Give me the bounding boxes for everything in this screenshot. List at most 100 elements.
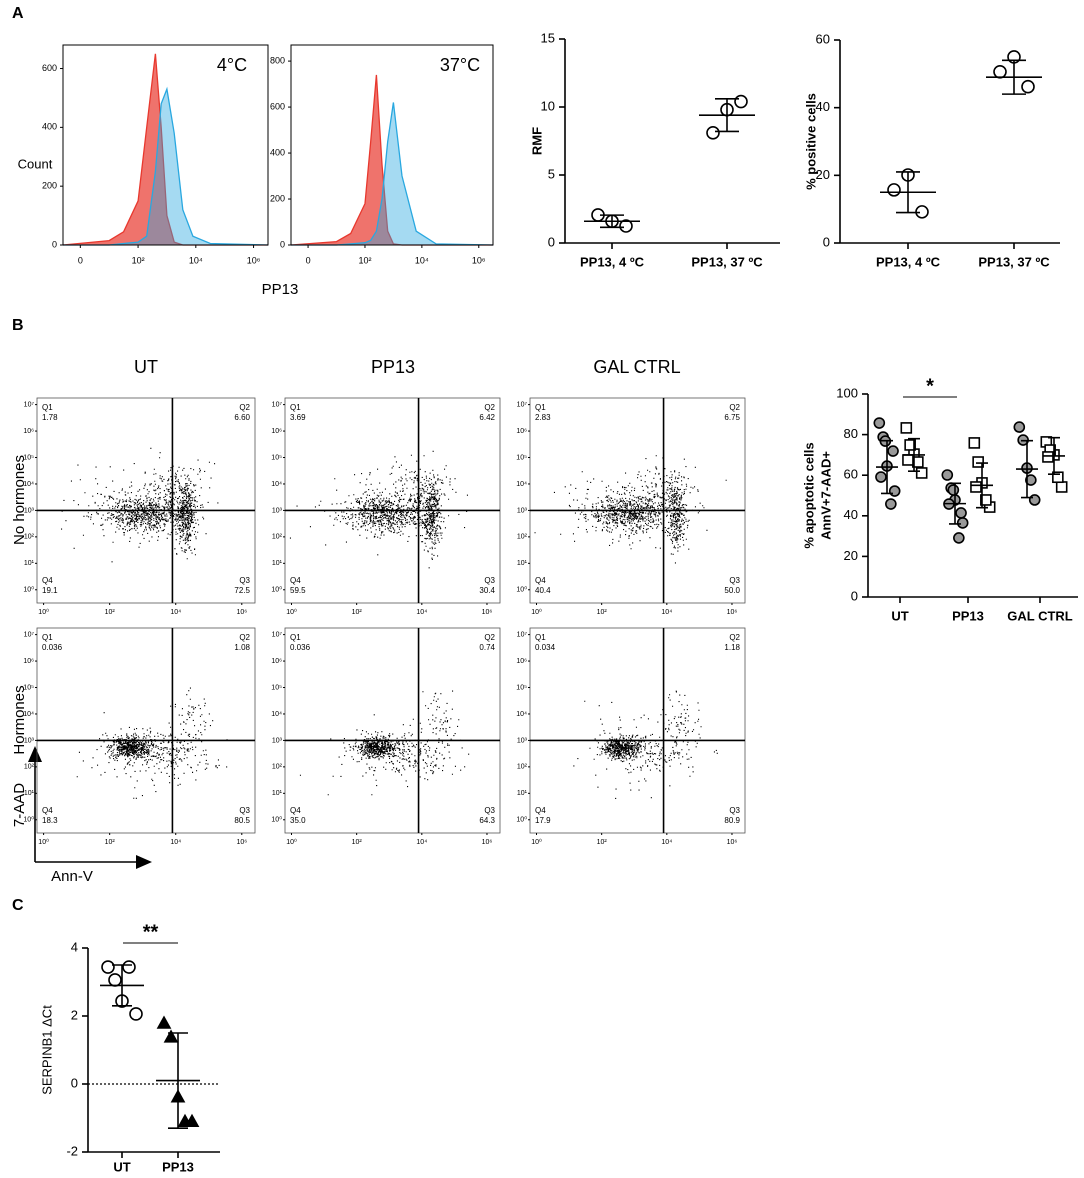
y-tick-label: 10⁰ bbox=[271, 586, 282, 594]
y-tick-label: 10⁴ bbox=[516, 711, 527, 718]
plot-frame bbox=[284, 397, 501, 604]
x-tick-label: 10⁴ bbox=[661, 609, 672, 616]
y-tick-label: 10⁶ bbox=[516, 428, 527, 435]
quadrant-name: Q2 bbox=[239, 633, 250, 642]
y-tick-label: 10² bbox=[24, 764, 35, 771]
histogram-curve bbox=[291, 102, 494, 246]
histogram-title: 37°C bbox=[440, 55, 480, 75]
x-tick-label: 10⁶ bbox=[727, 609, 738, 616]
quadrant-name: Q3 bbox=[239, 576, 250, 585]
y-axis-label: SERPINB1 ΔCt bbox=[39, 1005, 54, 1095]
error-bar bbox=[168, 1032, 188, 1129]
x-tick-label: 10² bbox=[597, 609, 608, 616]
y-tick-label: 10⁴ bbox=[271, 481, 282, 488]
quadrant-value: 18.3 bbox=[42, 816, 58, 825]
y-tick-label: 5 bbox=[548, 166, 555, 181]
histogram-curve bbox=[63, 86, 269, 246]
data-point bbox=[993, 65, 1007, 79]
y-tick-label: 10⁶ bbox=[23, 658, 34, 665]
y-tick-label: 10² bbox=[272, 534, 283, 541]
y-tick-label: 10⁵ bbox=[271, 454, 282, 461]
data-point bbox=[980, 494, 992, 506]
y-tick-label: 10² bbox=[272, 764, 283, 771]
quadrant-name: Q3 bbox=[484, 576, 495, 585]
quadrant-value: 6.75 bbox=[724, 413, 740, 422]
data-point bbox=[972, 456, 984, 468]
y-tick-label: 10⁶ bbox=[271, 658, 282, 665]
x-tick-label: 10⁶ bbox=[482, 609, 493, 616]
quadrant-value: 3.69 bbox=[290, 413, 306, 422]
x-tick-label: PP13, 4 ºC bbox=[876, 254, 941, 269]
event-cloud bbox=[299, 690, 470, 796]
y-tick-label: 10⁶ bbox=[271, 428, 282, 435]
arrow-head bbox=[136, 855, 152, 869]
column-header: GAL CTRL bbox=[593, 357, 680, 377]
x-tick-label: 10⁴ bbox=[416, 839, 427, 846]
y-tick-label: 10⁶ bbox=[516, 658, 527, 665]
y-tick-label: 10⁵ bbox=[271, 684, 282, 691]
y-axis-label: Count bbox=[18, 156, 53, 171]
y-tick-label: 80 bbox=[844, 426, 858, 441]
y-tick-label: 2 bbox=[71, 1007, 78, 1022]
x-tick-label: 10⁶ bbox=[727, 839, 738, 846]
x-tick-label: 0 bbox=[306, 255, 311, 265]
data-point bbox=[902, 454, 914, 466]
y-tick-label: 10² bbox=[517, 764, 528, 771]
data-point bbox=[900, 422, 913, 434]
plot-frame bbox=[529, 397, 746, 604]
y-tick-label: 10³ bbox=[24, 507, 35, 514]
x-tick-label: 10⁰ bbox=[286, 608, 297, 616]
y-tick-label: 10⁰ bbox=[23, 586, 34, 594]
y-tick-label: 200 bbox=[270, 193, 285, 203]
y-tick-label: 10³ bbox=[517, 737, 528, 744]
data-point bbox=[873, 417, 886, 429]
y-tick-label: 10³ bbox=[272, 507, 283, 514]
quadrant-name: Q4 bbox=[535, 806, 546, 815]
y-tick-label: 400 bbox=[42, 122, 57, 132]
event-cloud bbox=[76, 687, 228, 799]
data-point bbox=[1021, 79, 1035, 94]
y-tick-label: 10⁶ bbox=[23, 428, 34, 435]
y-tick-label: 10⁷ bbox=[24, 401, 35, 408]
y-tick-label: 10⁵ bbox=[516, 684, 527, 691]
x-tick-label: 10² bbox=[132, 255, 145, 265]
quadrant-value: 40.4 bbox=[535, 586, 551, 595]
data-point bbox=[163, 1029, 179, 1043]
x-tick-label: 10⁰ bbox=[286, 838, 297, 846]
x-tick-label: 10⁰ bbox=[38, 838, 49, 846]
y-tick-label: 20 bbox=[816, 167, 830, 182]
y-tick-label: 10⁰ bbox=[271, 816, 282, 824]
data-point bbox=[1052, 471, 1064, 484]
quadrant-name: Q3 bbox=[729, 806, 740, 815]
y-tick-label: 10⁰ bbox=[23, 816, 34, 824]
error-bar bbox=[881, 439, 893, 495]
plot-frame bbox=[62, 44, 269, 246]
y-tick-label: 10⁷ bbox=[517, 631, 528, 638]
data-point bbox=[956, 517, 969, 529]
quadrant-name: Q4 bbox=[290, 576, 301, 585]
data-point bbox=[734, 94, 748, 109]
y-tick-label: 10¹ bbox=[272, 790, 283, 797]
column-header: UT bbox=[134, 357, 158, 377]
panel-label: B bbox=[12, 317, 24, 334]
y-axis-label: RMF bbox=[529, 127, 544, 155]
y-tick-label: 0 bbox=[280, 239, 285, 249]
y-tick-label: 10⁷ bbox=[517, 401, 528, 408]
y-tick-label: 10³ bbox=[272, 737, 283, 744]
error-bar bbox=[1002, 59, 1026, 95]
y-tick-label: 10¹ bbox=[24, 560, 35, 567]
x-tick-label: 10⁴ bbox=[189, 255, 203, 265]
data-point bbox=[904, 439, 916, 451]
x-tick-label: PP13, 37 ºC bbox=[691, 254, 763, 269]
quadrant-value: 0.036 bbox=[290, 643, 311, 652]
plot-frame bbox=[36, 397, 256, 604]
y-tick-label: 10⁴ bbox=[23, 481, 34, 488]
y-tick-label: 60 bbox=[816, 31, 830, 46]
quadrant-name: Q2 bbox=[729, 633, 740, 642]
quadrant-value: 59.5 bbox=[290, 586, 306, 595]
event-cloud bbox=[289, 450, 468, 569]
quadrant-value: 6.42 bbox=[479, 413, 495, 422]
y-tick-label: 10⁷ bbox=[272, 631, 283, 638]
error-bar bbox=[715, 98, 739, 133]
